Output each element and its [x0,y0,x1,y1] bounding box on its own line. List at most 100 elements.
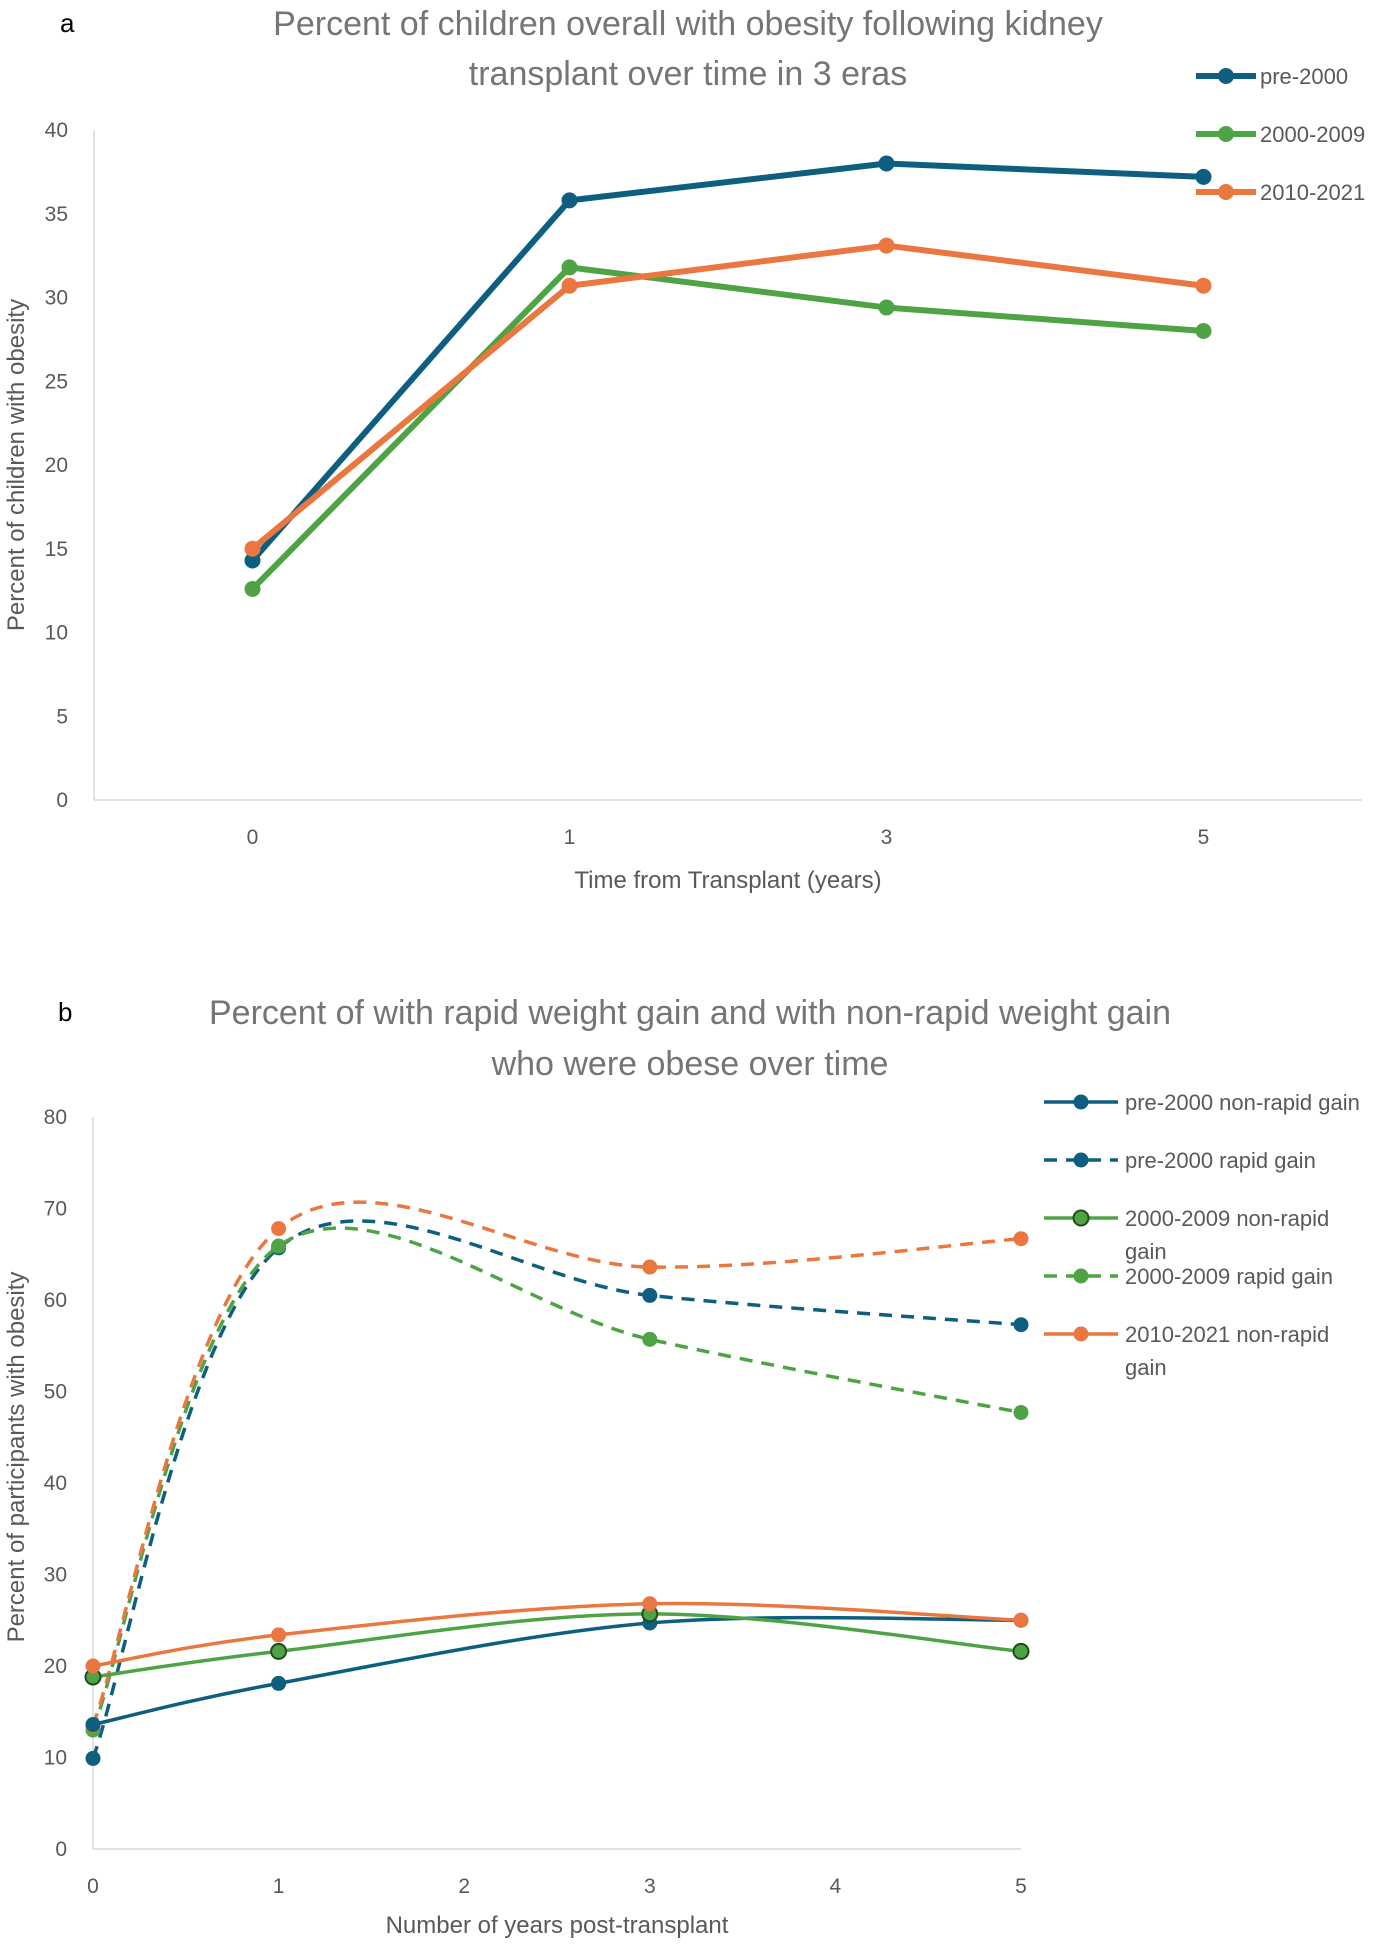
chart-b-legend-label: 2010-2021 non-rapid [1125,1322,1329,1347]
chart-b-x-axis-title: Number of years post-transplant [386,1912,729,1939]
chart-b-legend-marker [1073,1326,1089,1342]
chart-b-x-tick-label: 5 [1015,1875,1027,1898]
chart-b-x-tick-label: 1 [273,1875,285,1898]
chart-b-legend-label: pre-2000 rapid gain [1125,1148,1316,1173]
chart-a-y-tick-label: 25 [45,370,68,393]
chart-b-y-tick-label: 20 [44,1655,67,1678]
chart-panel-b: b Percent of with rapid weight gain and w… [0,960,1396,1946]
chart-b-legend-marker [1073,1268,1089,1284]
chart-b-legend-label-cont: gain [1125,1239,1167,1264]
chart-a-data-point [244,552,261,569]
chart-a-legend-label: pre-2000 [1260,64,1348,89]
chart-a-data-point [878,299,895,316]
chart-b-data-point [642,1259,658,1275]
chart-b-y-tick-label: 50 [44,1381,67,1404]
panel-label-b: b [58,997,72,1027]
chart-a-title-line: Percent of children overall with obesity… [273,5,1103,43]
chart-a-x-tick-label: 0 [247,826,259,849]
chart-a-y-tick-label: 30 [45,287,68,310]
chart-panel-a: a Percent of children overall with obesit… [0,0,1396,960]
chart-a-series-2010-2021 [244,237,1212,557]
chart-b-series-line [91,1219,1022,1760]
chart-b-series-pre-2000 non-rapid gain [85,1612,1029,1733]
chart-b-x-tick-label: 2 [458,1875,470,1898]
chart-a-data-point [561,277,578,294]
chart-a-y-tick-label: 35 [45,203,68,226]
chart-b-y-tick-label: 40 [44,1472,67,1495]
chart-a-series-line [250,160,1204,563]
chart-a-y-tick-label: 20 [45,454,68,477]
chart-b-x-tick-label: 4 [830,1875,842,1898]
chart-b-series-2010-2021 rapid gain [85,1200,1029,1733]
chart-a-legend-label: 2010-2021 [1260,180,1365,205]
chart-b-legend-item: 2010-2021 non-rapid gain [1044,1322,1329,1380]
chart-a-data-point [1195,168,1212,185]
chart-a-legend-label: 2000-2009 [1260,122,1365,147]
chart-a-title-line: transplant over time in 3 eras [469,55,907,93]
chart-b-legend-marker [1073,1094,1089,1110]
chart-b-data-point [642,1596,658,1612]
chart-b-data-point [1012,1642,1030,1660]
chart-b-data-point [1013,1405,1029,1421]
chart-b-y-axis-title: Percent of participants with obesity [3,1272,30,1643]
chart-b-legend-label: pre-2000 non-rapid gain [1125,1090,1360,1115]
chart-b-title-line: Percent of with rapid weight gain and wi… [209,994,1171,1032]
chart-a-data-point [878,155,895,172]
chart-b-y-tick-label: 70 [44,1198,67,1221]
chart-a-legend-marker [1218,184,1234,200]
chart-a-data-point [1195,277,1212,294]
chart-b-data-point [85,1658,101,1674]
chart-a-y-tick-label: 5 [56,705,68,728]
chart-b-legend-marker [1072,1209,1090,1227]
chart-b-series-line [92,1615,1022,1727]
chart-a-legend-item: 2010-2021 [1196,180,1365,205]
chart-a-data-point [561,259,578,276]
chart-b-data-point [271,1675,287,1691]
chart-b-data-point [1013,1317,1029,1333]
chart-a-x-axis-title: Time from Transplant (years) [574,867,881,894]
chart-b-y-tick-label: 30 [44,1564,67,1587]
chart-a-y-tick-label: 15 [45,538,68,561]
chart-b-data-point [270,1642,288,1660]
chart-a-data-point [561,192,578,209]
chart-a-legend-marker [1218,68,1234,84]
chart-b-series-2010-2021 non-rapid gain [85,1596,1029,1674]
chart-b-data-point [642,1331,658,1347]
chart-a-x-tick-label: 3 [881,826,893,849]
chart-b-y-tick-label: 0 [55,1838,67,1861]
chart-a-data-point [1195,323,1212,339]
chart-a-y-tick-label: 0 [56,789,68,812]
chart-a-y-tick-label: 10 [45,622,68,645]
chart-b-data-point [271,1221,287,1237]
chart-b-series-line [92,1612,1022,1679]
chart-a-series-line [250,264,1204,592]
chart-b-data-point [1013,1612,1029,1628]
chart-a-x-tick-label: 5 [1198,826,1210,849]
chart-b-legend-label: 2000-2009 rapid gain [1125,1264,1333,1289]
chart-b-series-line [92,1601,1022,1668]
chart-b-title-line: who were obese over time [491,1045,889,1083]
chart-a-legend-item: 2000-2009 [1196,122,1365,147]
chart-a-y-tick-label: 40 [45,119,68,142]
chart-a-legend-marker [1218,126,1234,142]
chart-a-data-point [878,237,895,254]
chart-a-y-axis-title: Percent of children with obesity [3,299,30,631]
chart-b-legend-label-cont: gain [1125,1355,1167,1380]
chart-b-legend-item: pre-2000 rapid gain [1044,1148,1316,1173]
chart-b-y-tick-label: 10 [44,1747,67,1770]
chart-b-legend-label: 2000-2009 non-rapid [1125,1206,1329,1231]
chart-b-legend-marker [1073,1152,1089,1168]
chart-b-series-line [91,1200,1022,1727]
chart-b-legend-item: pre-2000 non-rapid gain [1044,1090,1360,1115]
chart-b-data-point [642,1287,658,1303]
chart-b-legend-item: 2000-2009 rapid gain [1044,1264,1333,1289]
chart-a-series-2000-2009 [244,259,1212,597]
chart-a-data-point [244,540,261,557]
chart-b-y-tick-label: 60 [44,1289,67,1312]
chart-b-data-point [85,1750,101,1766]
chart-a-data-point [244,580,261,597]
chart-b-x-tick-label: 3 [644,1875,656,1898]
chart-b-data-point [271,1627,287,1643]
chart-b-data-point [271,1238,287,1254]
chart-b-x-tick-label: 0 [87,1875,99,1898]
